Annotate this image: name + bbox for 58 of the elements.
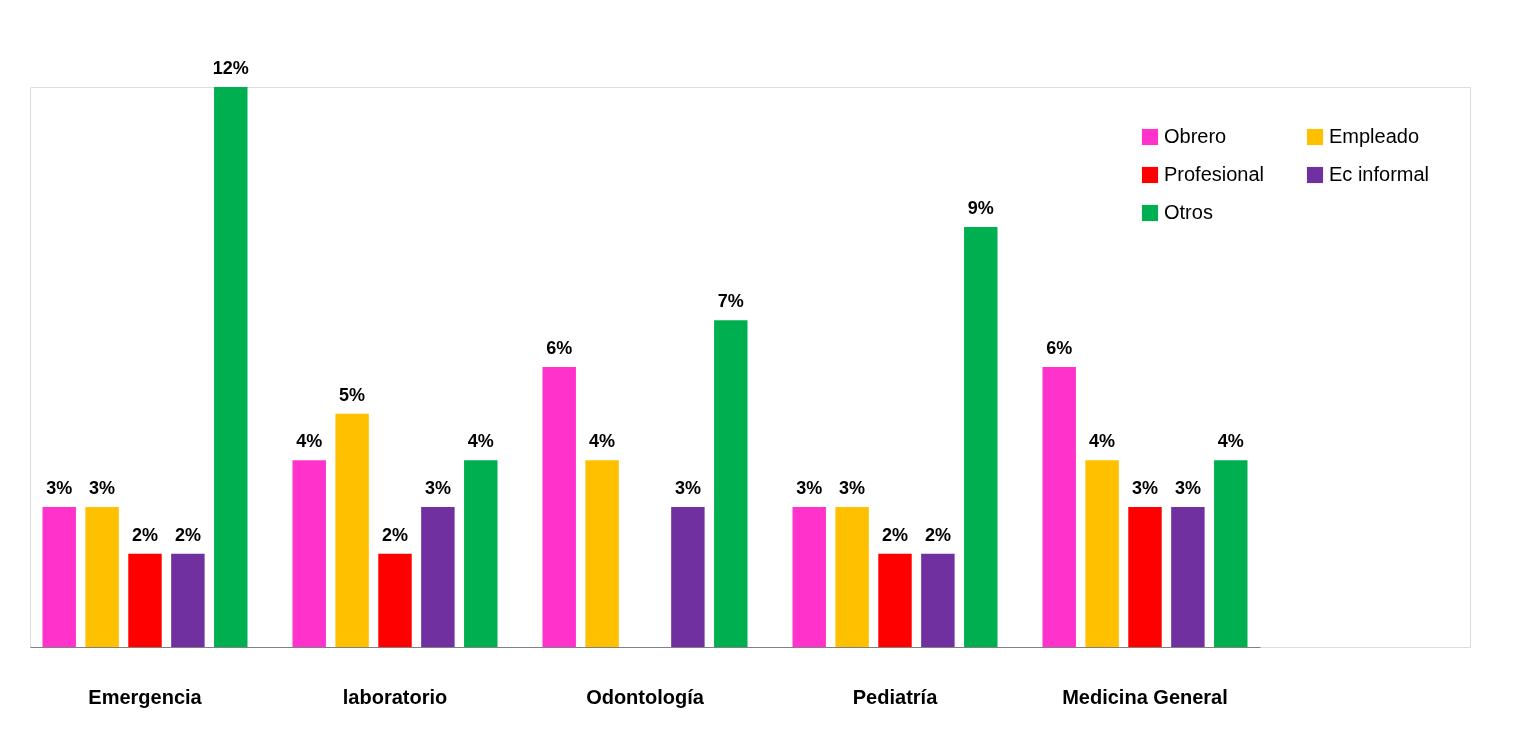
data-label: 3% [1131, 478, 1159, 498]
bar [1214, 460, 1248, 647]
data-label: 9% [967, 198, 994, 218]
bar [835, 507, 869, 647]
data-label: 3% [796, 478, 823, 498]
bar [1128, 507, 1162, 647]
legend-label: Empleado [1329, 125, 1420, 147]
data-label: 4% [589, 431, 616, 452]
bar [128, 553, 162, 647]
bar [1042, 367, 1076, 647]
legend-label: Profesional [1164, 163, 1265, 185]
bar [1171, 507, 1205, 647]
data-label: 3% [1174, 478, 1201, 498]
x-tick-label: Emergencia [88, 685, 203, 708]
bar [378, 553, 412, 647]
data-label: 3% [674, 478, 701, 498]
bar [921, 553, 955, 647]
bar [292, 460, 326, 647]
bar [171, 553, 205, 647]
data-label: 3% [46, 478, 73, 498]
data-label: 6% [1046, 338, 1073, 358]
x-tick-label: Odontología [586, 685, 705, 708]
data-label: 4% [467, 431, 494, 452]
data-label: 7% [717, 291, 744, 312]
bar [671, 507, 705, 647]
data-label: 12% [212, 58, 249, 78]
bar [335, 413, 369, 647]
legend-label: Otros [1164, 201, 1213, 223]
bar [585, 460, 619, 647]
data-label: 5% [339, 384, 366, 405]
data-label: 3% [89, 478, 116, 498]
x-tick-label: Medicina General [1062, 685, 1228, 708]
bar [792, 507, 826, 647]
bar [214, 87, 248, 647]
legend-label: Ec informal [1329, 163, 1430, 185]
legend-label: Obrero [1164, 125, 1227, 147]
data-label: 2% [881, 524, 909, 545]
bar [464, 460, 498, 647]
data-label: 2% [924, 524, 951, 545]
bar [714, 320, 748, 647]
data-label: 2% [131, 524, 159, 545]
bar [85, 507, 119, 647]
bar [542, 367, 576, 647]
data-label: 2% [174, 524, 201, 545]
bar [42, 507, 76, 647]
bar [878, 553, 912, 647]
data-label: 4% [1217, 431, 1244, 452]
x-tick-label: laboratorio [342, 685, 448, 708]
data-label: 2% [381, 524, 409, 545]
data-label: 3% [424, 478, 451, 498]
x-tick-label: Pediatría [852, 685, 939, 708]
data-label: 3% [839, 478, 866, 498]
bar [1085, 460, 1119, 647]
data-label: 4% [296, 431, 323, 452]
data-label: 4% [1089, 431, 1116, 452]
data-label: 6% [546, 338, 573, 358]
bar [964, 227, 998, 647]
bar [421, 507, 455, 647]
